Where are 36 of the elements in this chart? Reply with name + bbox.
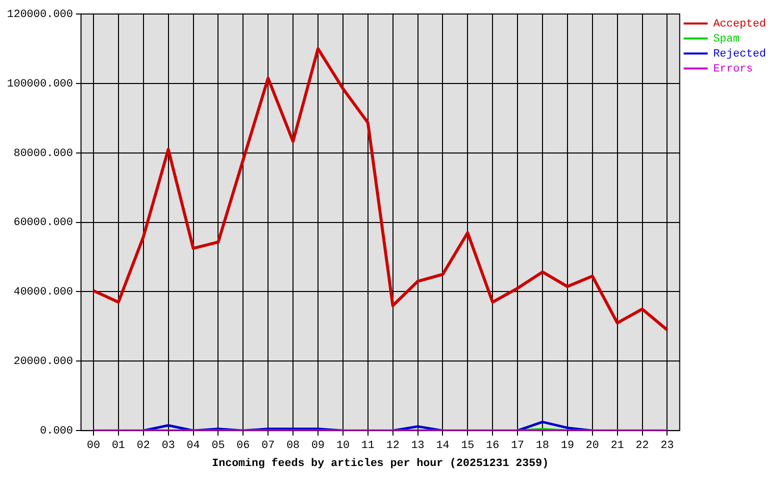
x-tick-label: 20 — [586, 440, 599, 452]
x-tick-label: 04 — [186, 440, 200, 452]
x-tick-label: 07 — [261, 440, 275, 452]
x-tick-label: 16 — [486, 440, 500, 452]
y-tick-label: 20000.000 — [14, 356, 74, 368]
x-tick-label: 05 — [212, 440, 225, 452]
legend-label: Rejected — [713, 48, 766, 60]
x-tick-label: 11 — [361, 440, 375, 452]
x-tick-label: 00 — [86, 440, 100, 452]
x-tick-label: 03 — [162, 440, 175, 452]
x-tick-label: 18 — [536, 440, 550, 452]
y-tick-label: 60000.000 — [14, 217, 74, 230]
x-tick-label: 10 — [336, 440, 350, 452]
x-tick-label: 13 — [411, 440, 424, 452]
x-tick-label: 23 — [660, 440, 674, 452]
y-tick-label: 80000.000 — [14, 148, 74, 160]
legend-label: Errors — [713, 63, 753, 76]
x-tick-label: 22 — [636, 440, 649, 452]
x-tick-label: 12 — [386, 440, 400, 452]
legend-label: Spam — [713, 33, 740, 46]
x-axis-title: Incoming feeds by articles per hour (20251231 2359) — [212, 457, 549, 470]
y-tick-label: 100000.000 — [6, 78, 74, 90]
x-tick-label: 01 — [112, 440, 126, 452]
x-tick-label: 15 — [461, 440, 474, 452]
x-tick-label: 14 — [436, 440, 450, 452]
legend-label: Accepted — [713, 18, 766, 30]
y-tick-label: 40000.000 — [14, 286, 74, 299]
x-tick-label: 09 — [311, 440, 325, 452]
x-tick-label: 06 — [236, 440, 250, 452]
x-tick-label: 02 — [136, 440, 150, 452]
y-tick-label: 120000.000 — [6, 8, 74, 21]
y-tick-label: 0.000 — [40, 426, 74, 438]
x-tick-label: 21 — [610, 440, 624, 452]
x-tick-label: 19 — [560, 440, 574, 452]
x-tick-label: 17 — [510, 440, 524, 452]
x-tick-label: 08 — [286, 440, 300, 452]
